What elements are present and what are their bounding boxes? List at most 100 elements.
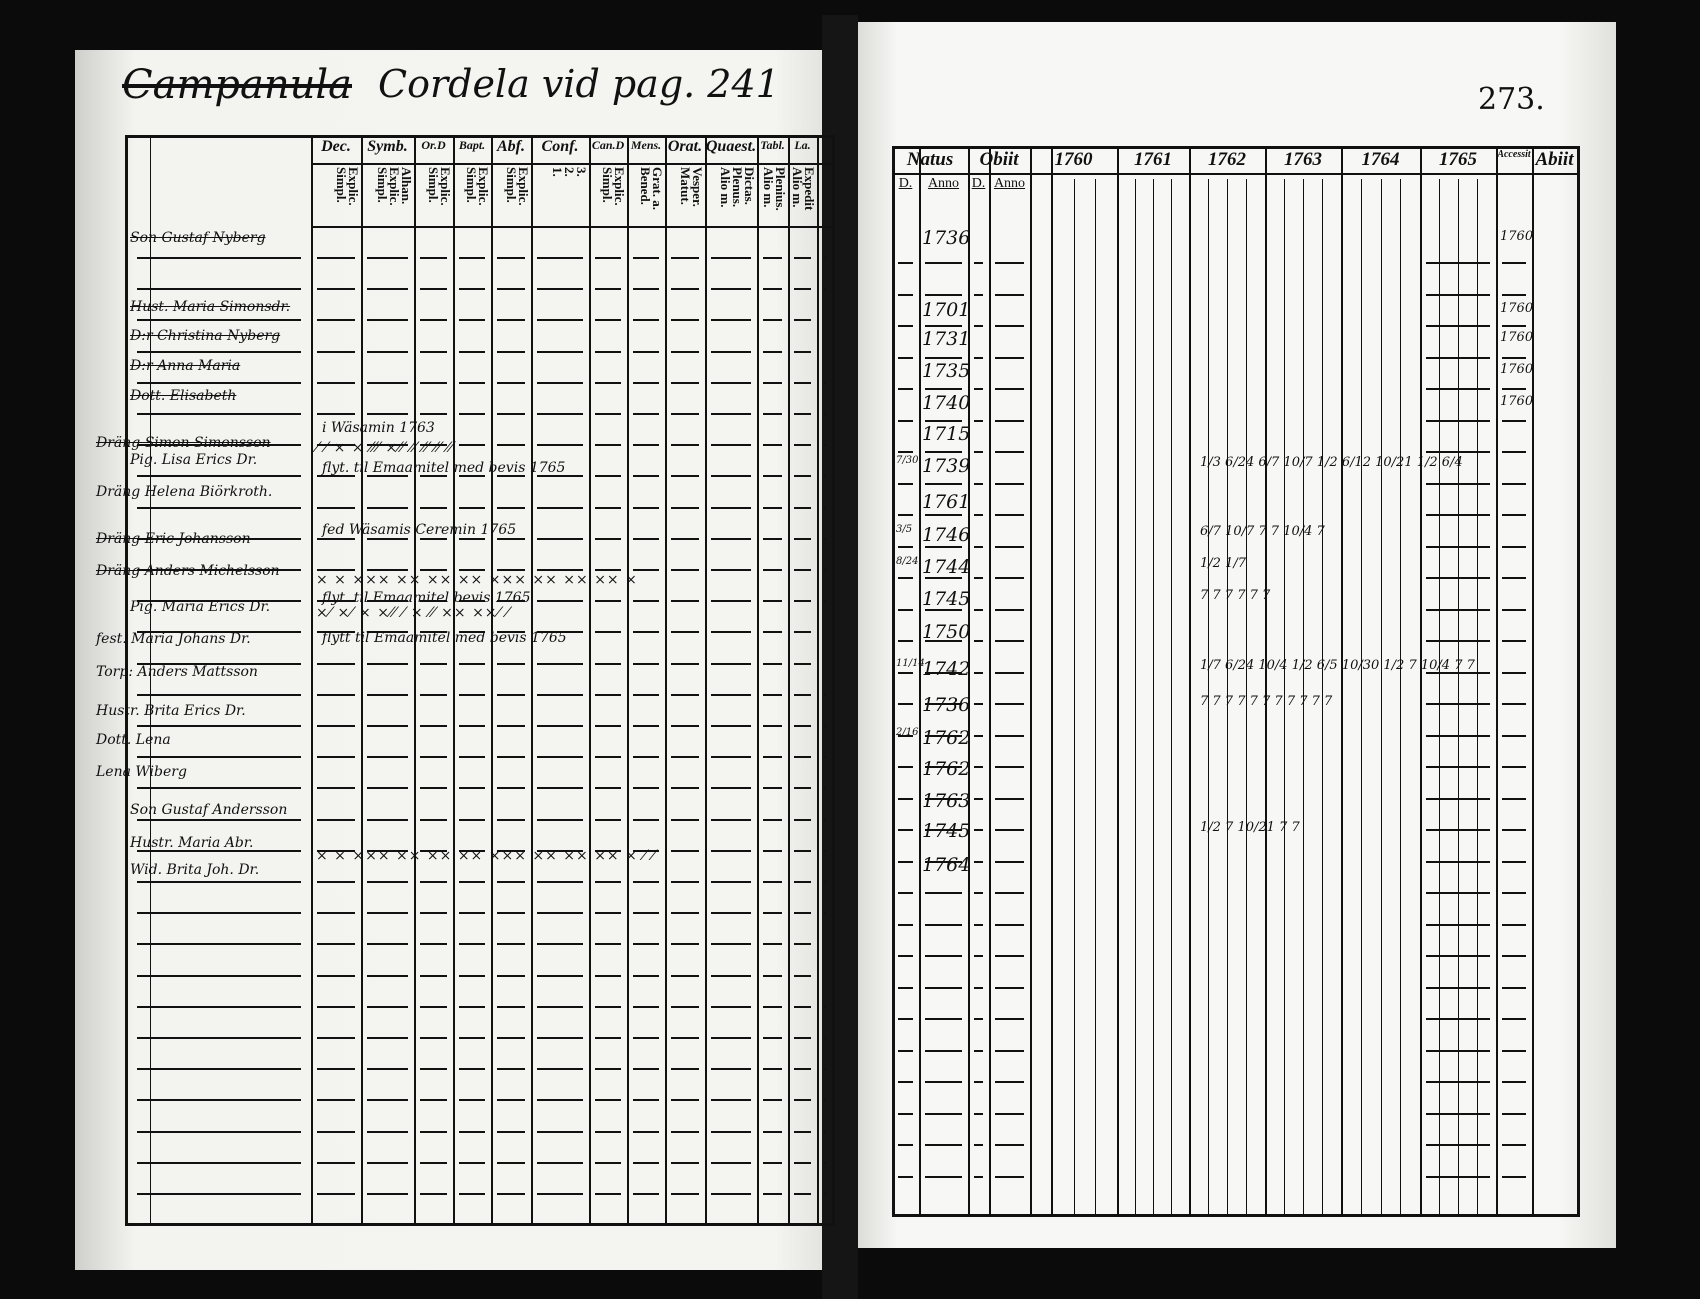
birth-day: 7/30 — [896, 455, 919, 466]
row-dash — [711, 1037, 751, 1039]
row-dash — [925, 924, 962, 926]
row-dash — [898, 1018, 913, 1020]
row-dash — [459, 351, 485, 353]
row-dash — [633, 787, 659, 789]
accessit-year: 1760 — [1500, 330, 1534, 345]
row-dash — [633, 351, 659, 353]
name-rule — [137, 819, 301, 821]
row-dash — [633, 912, 659, 914]
row-dash — [898, 766, 913, 768]
row-dash — [497, 881, 525, 883]
column-header: Abiit — [1535, 149, 1574, 170]
row-dash — [367, 694, 408, 696]
column-divider — [1030, 146, 1032, 1214]
exam-marks: ×⁄ ×⁄ × ×⁄⁄ ⁄ × ⁄⁄ ×× ××⁄ ⁄ — [316, 605, 510, 621]
row-dash — [671, 257, 699, 259]
column-divider — [1341, 146, 1343, 1214]
sub-column-line — [1284, 179, 1285, 1214]
column-divider — [1265, 146, 1267, 1214]
row-dash — [671, 1099, 699, 1101]
row-dash — [317, 351, 355, 353]
row-dash — [1502, 766, 1526, 768]
row-dash — [823, 912, 826, 914]
row-dash — [497, 850, 525, 852]
row-dash — [763, 1099, 782, 1101]
row-dash — [595, 912, 621, 914]
sub-column-line — [1227, 179, 1228, 1214]
row-dash — [497, 444, 525, 446]
row-dash — [925, 798, 962, 800]
row-dash — [823, 1037, 826, 1039]
row-dash — [317, 382, 355, 384]
rule-line — [892, 173, 1577, 175]
row-dash — [925, 420, 962, 422]
name-rule — [137, 725, 301, 727]
row-dash — [974, 892, 983, 894]
row-dash — [823, 382, 826, 384]
row-dash — [1502, 357, 1526, 359]
margin-note: flyt. til Emaamitel bevis 1765 — [322, 590, 531, 606]
exam-tally: 1/3 6/24 6/7 10/7 1/2 6/12 10/21 1/2 6/4 — [1200, 455, 1463, 470]
row-dash — [671, 1162, 699, 1164]
row-dash — [974, 987, 983, 989]
row-dash — [459, 507, 485, 509]
row-dash — [367, 819, 408, 821]
row-dash — [537, 1131, 583, 1133]
row-dash — [898, 924, 913, 926]
sub-column-line — [1052, 179, 1053, 1214]
row-dash — [317, 850, 355, 852]
row-dash — [537, 1162, 583, 1164]
row-dash — [794, 663, 811, 665]
row-dash — [671, 1037, 699, 1039]
row-dash — [317, 1162, 355, 1164]
row-dash — [794, 787, 811, 789]
row-dash — [1426, 861, 1490, 863]
row-dash — [420, 569, 447, 571]
column-divider — [968, 146, 970, 1214]
row-dash — [317, 1193, 355, 1195]
row-dash — [925, 357, 962, 359]
row-dash — [497, 1099, 525, 1101]
row-dash — [763, 819, 782, 821]
row-dash — [995, 955, 1024, 957]
row-dash — [711, 319, 751, 321]
row-dash — [794, 694, 811, 696]
row-dash — [995, 735, 1024, 737]
row-dash — [633, 725, 659, 727]
row-dash — [1426, 1050, 1490, 1052]
row-dash — [995, 294, 1024, 296]
name-rule — [137, 475, 301, 477]
accessit-year: 1760 — [1500, 301, 1534, 316]
row-dash — [763, 881, 782, 883]
row-dash — [974, 294, 983, 296]
row-dash — [925, 388, 962, 390]
row-dash — [459, 694, 485, 696]
row-dash — [367, 257, 408, 259]
table-border — [125, 1223, 832, 1226]
row-dash — [420, 382, 447, 384]
row-dash — [898, 987, 913, 989]
row-dash — [497, 288, 525, 290]
row-dash — [1502, 672, 1526, 674]
row-dash — [595, 1099, 621, 1101]
column-divider — [757, 135, 759, 1223]
row-dash — [1426, 451, 1490, 453]
row-dash — [925, 766, 962, 768]
row-dash — [763, 288, 782, 290]
row-dash — [763, 538, 782, 540]
row-dash — [711, 663, 751, 665]
row-dash — [317, 257, 355, 259]
row-dash — [420, 694, 447, 696]
row-dash — [823, 507, 826, 509]
row-dash — [420, 975, 447, 977]
row-dash — [711, 881, 751, 883]
row-dash — [1426, 829, 1490, 831]
row-dash — [497, 975, 525, 977]
row-dash — [671, 787, 699, 789]
row-dash — [537, 475, 583, 477]
row-dash — [633, 819, 659, 821]
row-dash — [794, 1037, 811, 1039]
row-dash — [420, 1068, 447, 1070]
row-dash — [1426, 1018, 1490, 1020]
row-dash — [317, 1006, 355, 1008]
